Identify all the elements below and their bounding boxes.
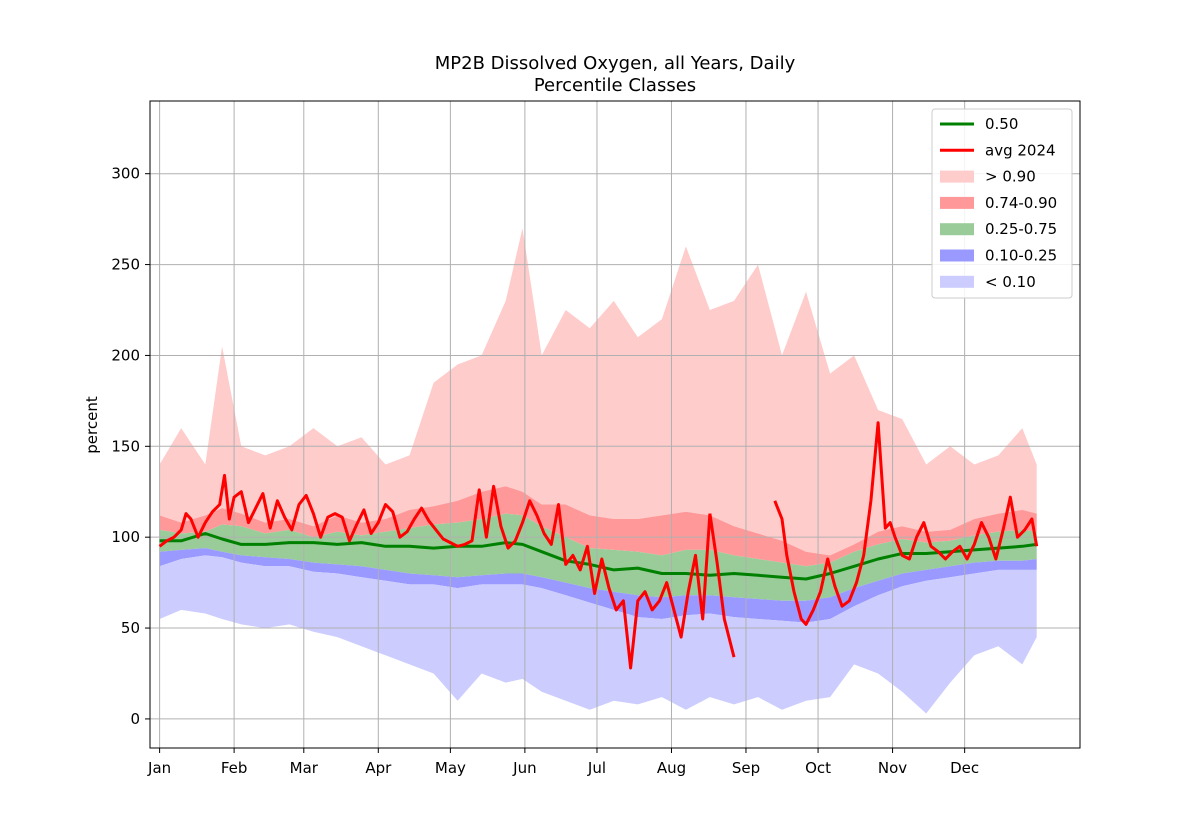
x-tick-label: Apr	[365, 759, 392, 777]
legend-patch-swatch	[940, 196, 974, 209]
y-tick-label: 200	[111, 346, 140, 364]
x-tick-label: May	[435, 759, 466, 777]
chart-title: MP2B Dissolved Oxygen, all Years, Daily	[435, 53, 796, 74]
y-axis-ticks: 0 50 100 150 200 250 300	[111, 165, 150, 728]
plot-frame	[149, 100, 1081, 749]
band-above-90	[159, 228, 1037, 556]
y-tick-label: 0	[130, 710, 140, 728]
x-tick-label: Aug	[657, 759, 686, 777]
x-tick-label: Mar	[290, 759, 319, 777]
legend-label: > 0.90	[985, 168, 1036, 186]
band-74-90	[159, 486, 1037, 567]
band-25-75	[159, 513, 1037, 601]
grid-lines	[150, 101, 1080, 748]
legend-label: 0.25-0.75	[985, 220, 1057, 238]
x-tick-label: Sep	[732, 759, 760, 777]
y-tick-label: 250	[111, 256, 140, 274]
band-10-25	[159, 548, 1037, 623]
percentile-bands	[159, 228, 1037, 714]
x-tick-label: Jul	[587, 759, 606, 777]
y-axis-label: percent	[83, 396, 101, 454]
series-lines	[158, 421, 1039, 670]
x-tick-label: Jun	[512, 759, 536, 777]
legend-patch-swatch	[940, 275, 974, 288]
x-tick-label: Jan	[147, 759, 171, 777]
legend-label: < 0.10	[985, 273, 1036, 291]
avg-2024-line-segment	[158, 473, 712, 670]
y-tick-label: 100	[111, 528, 140, 546]
avg-2024-line-segment	[708, 513, 736, 658]
y-tick-label: 300	[111, 165, 140, 183]
x-tick-label: Oct	[805, 759, 831, 777]
legend-label: 0.10-0.25	[985, 247, 1057, 265]
legend-label: 0.50	[985, 115, 1018, 133]
legend: 0.50 avg 2024 > 0.90 0.74-0.90 0.25-0.75 0.10…	[931, 108, 1073, 299]
chart-subtitle: Percentile Classes	[534, 75, 696, 96]
legend-patch-swatch	[940, 249, 974, 262]
legend-label: 0.74-0.90	[985, 194, 1057, 212]
y-tick-label: 50	[121, 619, 140, 637]
x-tick-label: Feb	[221, 759, 248, 777]
y-tick-label: 150	[111, 437, 140, 455]
legend-label: avg 2024	[985, 141, 1056, 159]
avg-2024-line-segment	[773, 421, 1039, 626]
legend-patch-swatch	[940, 223, 974, 236]
x-tick-label: Nov	[878, 759, 907, 777]
x-tick-label: Dec	[950, 759, 979, 777]
x-axis-ticks: Jan Feb Mar Apr May Jun Jul Aug Sep Oct Nov Dec	[147, 748, 979, 777]
legend-patch-swatch	[940, 170, 974, 183]
band-below-10	[159, 555, 1037, 714]
